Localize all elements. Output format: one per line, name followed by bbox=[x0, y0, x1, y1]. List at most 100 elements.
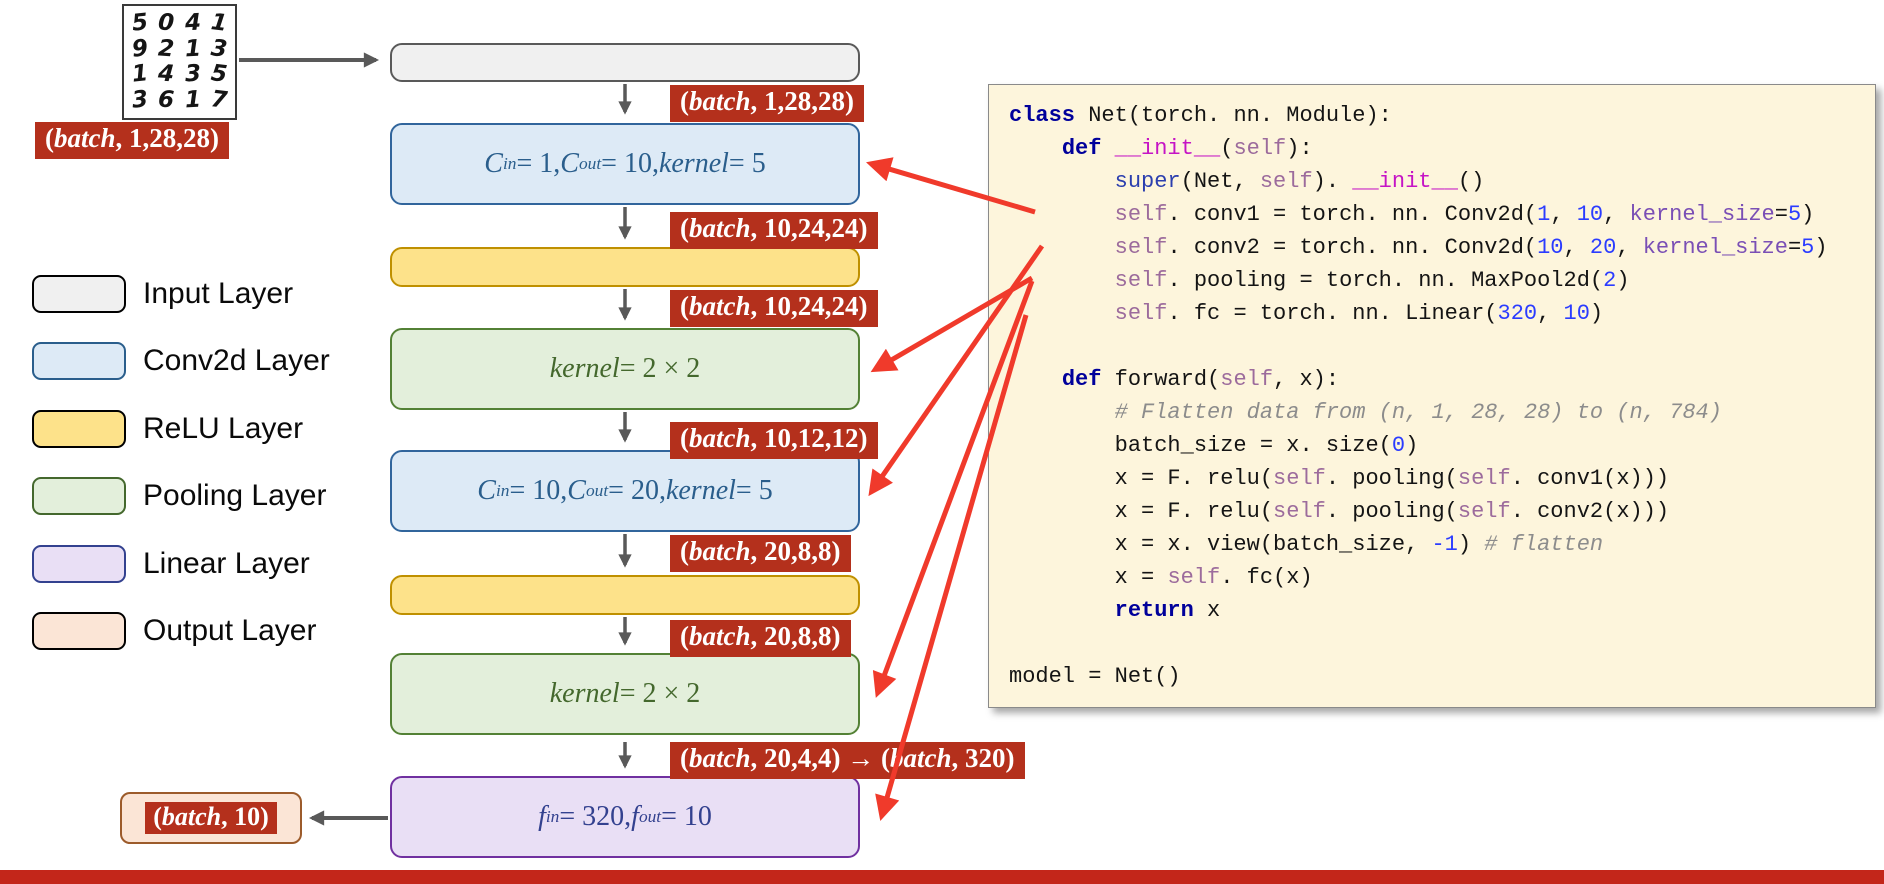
code-token: self bbox=[1233, 136, 1287, 161]
code-token: ( bbox=[1220, 136, 1234, 161]
text-segment: = 2 × 2 bbox=[619, 353, 701, 384]
code-token bbox=[1009, 268, 1115, 293]
code-token: self bbox=[1114, 235, 1168, 260]
code-token: self bbox=[1457, 499, 1511, 524]
digit: 2 bbox=[157, 35, 176, 63]
text-segment: batch bbox=[689, 291, 751, 321]
legend-swatch-linear bbox=[32, 545, 126, 583]
text-segment: batch bbox=[54, 123, 116, 153]
code-token: 320 bbox=[1497, 301, 1538, 326]
code-token bbox=[1101, 136, 1114, 161]
text-segment: ( bbox=[680, 536, 689, 566]
code-line: batch_size = x. size(0) bbox=[1009, 429, 1875, 462]
code-line: x = F. relu(self. pooling(self. conv2(x)… bbox=[1009, 495, 1875, 528]
code-token: , x): bbox=[1273, 367, 1340, 392]
digit: 7 bbox=[209, 86, 229, 115]
code-token: 5 bbox=[1801, 235, 1815, 260]
shape-badge-after-pool1: (batch, 10,12,12) bbox=[670, 422, 878, 459]
code-token: self bbox=[1220, 367, 1274, 392]
code-line: x = x. view(batch_size, -1) # flatten bbox=[1009, 528, 1875, 561]
digit: 9 bbox=[130, 34, 150, 63]
code-token bbox=[1009, 301, 1115, 326]
legend-label: Conv2d Layer bbox=[143, 344, 330, 377]
code-token: def bbox=[1061, 367, 1102, 392]
code-token: . pooling( bbox=[1325, 466, 1458, 491]
code-line: def __init__(self): bbox=[1009, 132, 1875, 165]
flow-box-relu2 bbox=[390, 575, 860, 615]
code-token: self bbox=[1167, 565, 1221, 590]
digit: 3 bbox=[130, 86, 150, 114]
flow-box-input-layer bbox=[390, 43, 860, 82]
legend-label: Pooling Layer bbox=[143, 479, 327, 512]
code-token: () bbox=[1457, 169, 1485, 194]
code-token: self bbox=[1114, 301, 1168, 326]
code-token: __init__ bbox=[1114, 136, 1221, 161]
code-token: Net(torch. nn. Module): bbox=[1075, 103, 1392, 128]
code-line: x = self. fc(x) bbox=[1009, 561, 1875, 594]
code-line bbox=[1009, 330, 1875, 363]
code-token: kernel_size bbox=[1642, 235, 1788, 260]
text-segment: batch bbox=[689, 423, 751, 453]
legend-swatch-relu bbox=[32, 410, 126, 448]
text-segment: f bbox=[538, 801, 546, 832]
code-token: x bbox=[1193, 598, 1221, 623]
flow-box-linear: f in = 320, f out = 10 bbox=[390, 776, 860, 858]
code-token: = bbox=[1774, 202, 1788, 227]
code-token: return bbox=[1114, 598, 1194, 623]
legend-item-relu: ReLU Layer bbox=[32, 410, 303, 448]
code-token bbox=[1009, 598, 1115, 623]
code-token: . conv1(x))) bbox=[1510, 466, 1670, 491]
code-token: self bbox=[1259, 169, 1313, 194]
code-token: x = F. relu( bbox=[1009, 466, 1274, 491]
code-token: . fc = torch. nn. Linear( bbox=[1167, 301, 1498, 326]
text-segment: , 20,8,8) bbox=[750, 621, 841, 651]
code-line: self. conv2 = torch. nn. Conv2d(10, 20, … bbox=[1009, 231, 1875, 264]
text-segment: out bbox=[578, 154, 602, 173]
code-line: self. conv1 = torch. nn. Conv2d(1, 10, k… bbox=[1009, 198, 1875, 231]
code-token: 20 bbox=[1589, 235, 1617, 260]
text-segment: kernel bbox=[549, 678, 620, 709]
code-line: self. fc = torch. nn. Linear(320, 10) bbox=[1009, 297, 1875, 330]
legend-item-pooling: Pooling Layer bbox=[32, 477, 326, 515]
text-segment: , 20,8,8) bbox=[750, 536, 841, 566]
text-segment: = 20, bbox=[608, 475, 666, 506]
output-chip: (batch, 10) bbox=[120, 792, 302, 844]
code-token: __init__ bbox=[1352, 169, 1458, 194]
text-segment: , 320) bbox=[951, 743, 1015, 773]
text-segment: , 10) bbox=[221, 801, 269, 831]
code-token: -1 bbox=[1431, 532, 1458, 557]
digit: 1 bbox=[183, 35, 202, 62]
code-token: kernel_size bbox=[1629, 202, 1775, 227]
code-token: ). bbox=[1312, 169, 1353, 194]
text-segment: kernel bbox=[658, 148, 729, 179]
code-token: . conv1 = torch. nn. Conv2d( bbox=[1167, 202, 1538, 227]
code-token: ) bbox=[1589, 301, 1604, 326]
text-segment: batch bbox=[890, 743, 952, 773]
code-line bbox=[1009, 627, 1875, 660]
code-token: , bbox=[1603, 202, 1630, 227]
code-token bbox=[1009, 202, 1115, 227]
code-line: def forward(self, x): bbox=[1009, 363, 1875, 396]
shape-badge-after-relu1: (batch, 10,24,24) bbox=[670, 290, 878, 327]
shape-badge-after-relu2: (batch, 20,8,8) bbox=[670, 620, 851, 657]
text-segment: = 10, bbox=[601, 148, 659, 179]
legend-label: Input Layer bbox=[143, 277, 294, 310]
digit: 5 bbox=[130, 9, 150, 37]
digit: 3 bbox=[183, 60, 202, 88]
code-line: self. pooling = torch. nn. MaxPool2d(2) bbox=[1009, 264, 1875, 297]
shape-badge-after-input: (batch, 1,28,28) bbox=[670, 85, 865, 122]
code-token: 1 bbox=[1537, 202, 1551, 227]
code-token: ): bbox=[1286, 136, 1313, 161]
code-line: return x bbox=[1009, 594, 1875, 627]
code-token: , bbox=[1563, 235, 1590, 260]
text-segment: , 10,24,24) bbox=[750, 213, 868, 243]
text-segment: batch bbox=[689, 213, 751, 243]
text-segment: = 10, bbox=[509, 475, 568, 506]
legend-item-conv2d: Conv2d Layer bbox=[32, 342, 330, 380]
text-segment: , 20,4,4) → ( bbox=[750, 743, 890, 773]
code-token bbox=[1009, 400, 1115, 425]
